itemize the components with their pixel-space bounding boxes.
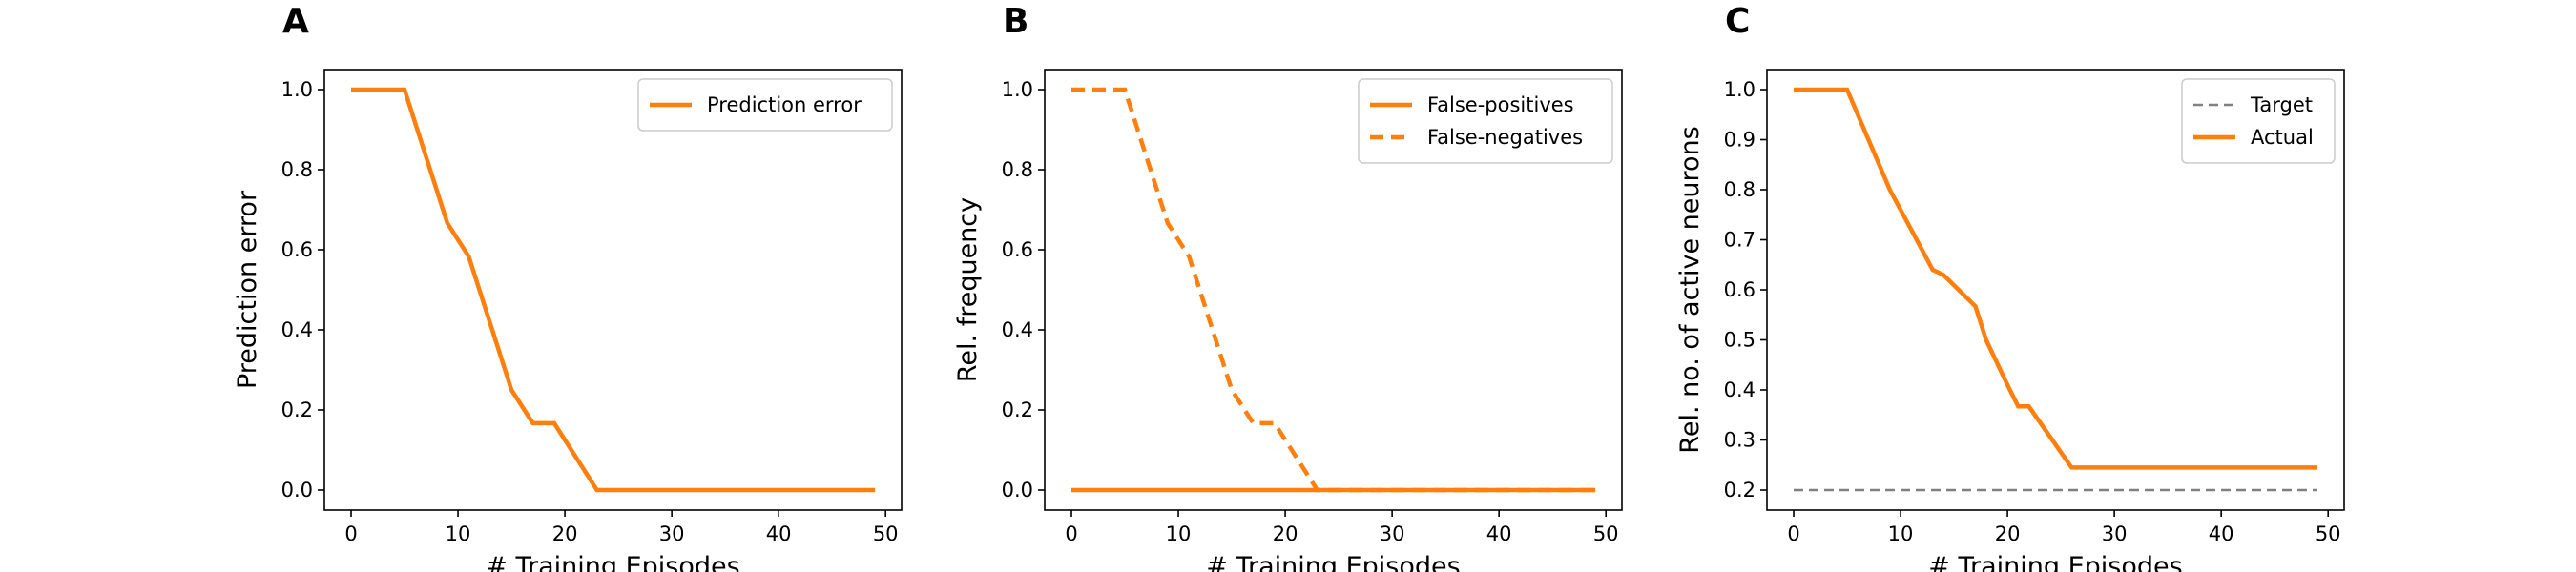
y-tick-label: 0.2 <box>1002 398 1033 421</box>
y-tick-label: 0.4 <box>281 318 313 341</box>
y-tick-label: 0.6 <box>1724 278 1755 301</box>
x-tick-label: 0 <box>1065 522 1077 545</box>
panel-letter: B <box>1003 2 1028 41</box>
y-tick-label: 0.7 <box>1724 229 1755 252</box>
y-axis-label: Rel. no. of active neurons <box>1675 126 1705 453</box>
y-tick-label: 0.5 <box>1724 329 1755 352</box>
x-tick-label: 20 <box>552 522 578 545</box>
x-tick-label: 50 <box>1593 522 1619 545</box>
legend-box <box>1358 78 1613 164</box>
axes-frame <box>323 69 903 511</box>
y-tick-label: 0.8 <box>1724 178 1755 201</box>
x-tick-label: 20 <box>1273 522 1298 545</box>
series-line-prediction-error <box>351 87 875 493</box>
x-tick-label: 0 <box>1787 522 1799 545</box>
y-tick-label: 1.0 <box>281 78 313 101</box>
y-tick-label: 0.6 <box>281 238 313 261</box>
legend-box <box>637 78 893 132</box>
y-tick-label: 0.9 <box>1724 129 1755 152</box>
y-tick-label: 0.0 <box>1002 479 1033 501</box>
x-tick-label: 10 <box>1888 522 1914 545</box>
y-tick-label: 0.0 <box>281 479 313 501</box>
axes-frame <box>1044 69 1623 511</box>
y-tick-label: 1.0 <box>1002 78 1033 101</box>
y-axis-label: Prediction error <box>233 190 262 389</box>
legend-box <box>2181 78 2336 164</box>
x-tick-label: 40 <box>2209 522 2234 545</box>
y-tick-label: 0.8 <box>1002 158 1033 181</box>
x-axis-label: # Training Episodes <box>486 552 739 572</box>
panel-letter: C <box>1725 2 1750 41</box>
x-axis-label: # Training Episodes <box>1928 552 2182 572</box>
panel-b: B 0 10 20 30 40 50 0.0 0.2 0.4 0.6 0.8 1.0 # Training… <box>953 2 1623 572</box>
legend-label: False-positives <box>1427 93 1574 116</box>
x-tick-label: 0 <box>344 522 357 545</box>
x-tick-label: 30 <box>2102 522 2128 545</box>
x-tick-label: 40 <box>766 522 792 545</box>
series-line-false-negatives <box>1071 87 1595 493</box>
legend-label: Prediction error <box>707 93 862 116</box>
y-tick-label: 0.2 <box>281 398 313 421</box>
x-tick-label: 50 <box>873 522 899 545</box>
series-line-actual <box>1794 87 2317 470</box>
x-tick-label: 30 <box>659 522 685 545</box>
x-tick-label: 20 <box>1995 522 2021 545</box>
x-tick-label: 40 <box>1486 522 1512 545</box>
panel-c: C 0 10 20 30 40 50 0.2 0.3 0.4 0.5 0.6 0.7 0.8 0.9 1.0 #… <box>1675 2 2345 572</box>
legend-label: False-negatives <box>1427 126 1583 149</box>
y-tick-label: 0.8 <box>281 158 313 181</box>
y-tick-label: 0.4 <box>1002 318 1033 341</box>
x-tick-label: 30 <box>1380 522 1405 545</box>
x-axis-label: # Training Episodes <box>1206 552 1460 572</box>
y-tick-label: 0.6 <box>1002 238 1033 261</box>
y-tick-label: 0.3 <box>1724 429 1755 452</box>
panel-letter: A <box>282 2 309 41</box>
x-tick-label: 10 <box>1166 522 1192 545</box>
x-tick-label: 50 <box>2316 522 2341 545</box>
panel-a: A 0 10 20 30 40 50 0.0 0.2 0.4 0.6 0.8 1.0 # Training… <box>233 2 903 572</box>
x-tick-label: 10 <box>446 522 471 545</box>
legend-label: Actual <box>2251 126 2314 149</box>
y-tick-label: 1.0 <box>1724 78 1755 101</box>
y-tick-label: 0.2 <box>1724 479 1755 501</box>
y-tick-label: 0.4 <box>1724 378 1755 401</box>
legend-label: Target <box>2250 93 2313 116</box>
y-axis-label: Rel. frequency <box>953 197 983 382</box>
